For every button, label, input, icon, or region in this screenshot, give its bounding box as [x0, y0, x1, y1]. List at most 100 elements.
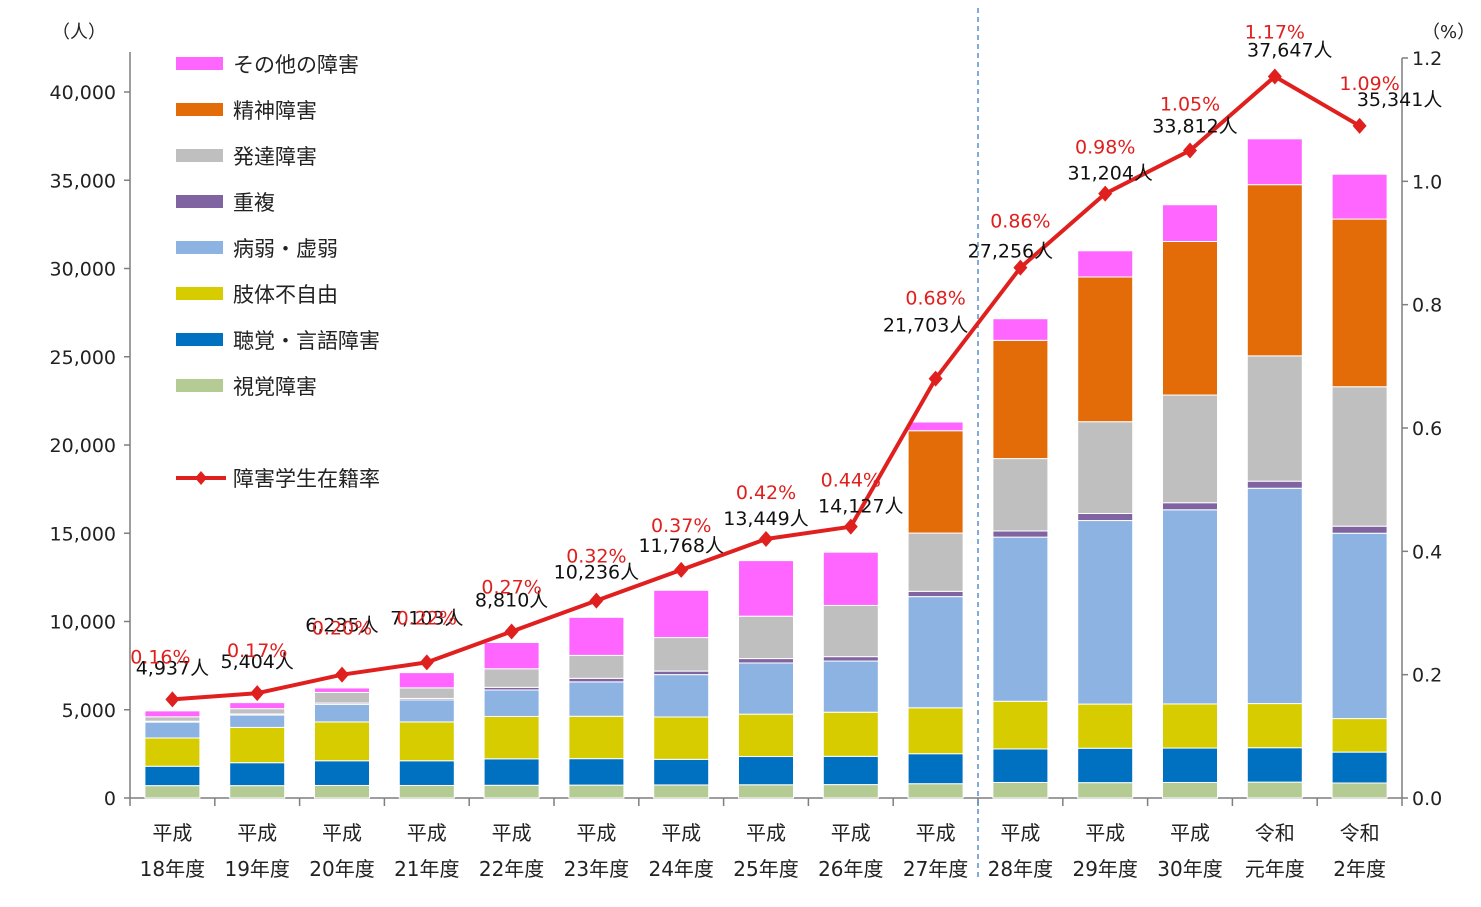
legend-label: 聴覚・言語障害	[233, 329, 380, 353]
line-point-marker	[589, 592, 604, 609]
category-label-year: 22年度	[479, 857, 544, 881]
bar-total-label: 35,341人	[1357, 89, 1442, 111]
bar-total-label: 5,404人	[220, 651, 293, 673]
category-label-era: 平成	[322, 821, 362, 845]
category-label-era: 平成	[1170, 821, 1210, 845]
bar-segment	[738, 756, 794, 786]
bar-segment	[1077, 747, 1134, 784]
legend-label: 発達障害	[233, 145, 317, 169]
bar-segment	[738, 713, 794, 758]
line-point-marker	[419, 654, 434, 671]
y2-unit-label: （%）	[1422, 22, 1475, 43]
bar-segment	[568, 677, 625, 683]
bar-segment	[1331, 532, 1388, 720]
category-label-era: 平成	[237, 821, 277, 845]
bar-segment	[1077, 276, 1134, 423]
bar-segment	[992, 318, 1049, 341]
bar-segment	[1331, 525, 1388, 534]
category-label-year: 19年度	[224, 857, 289, 881]
bar-segment	[992, 458, 1049, 532]
bar-segment	[314, 760, 370, 786]
category-label-era: 平成	[1085, 821, 1125, 845]
bar-segment	[1246, 355, 1303, 482]
bar-segment	[653, 758, 710, 786]
bar-segment	[992, 781, 1049, 799]
category-label-year: 18年度	[140, 857, 205, 881]
bar-segment	[822, 551, 879, 606]
bar-segment	[1162, 204, 1218, 242]
line-point-marker	[843, 518, 858, 535]
bar-segment	[907, 707, 964, 755]
line-point-marker	[674, 561, 689, 578]
bar-segment	[653, 637, 710, 672]
rate-data-label: 0.42%	[736, 482, 796, 504]
legend-label: 視覚障害	[233, 375, 317, 399]
bar-segment	[229, 785, 286, 799]
bar-segment	[907, 590, 964, 598]
bar-segment	[1246, 480, 1303, 489]
line-point-marker	[335, 666, 349, 683]
legend-swatch	[176, 241, 223, 254]
left-tick-label: 15,000	[50, 523, 116, 545]
right-tick-label: 1.2	[1412, 48, 1442, 70]
rate-data-label: 1.05%	[1160, 94, 1220, 116]
category-label-era: 平成	[576, 821, 616, 845]
bar-segment	[907, 421, 964, 432]
line-point-marker	[1013, 259, 1028, 276]
right-tick-label: 0.8	[1412, 295, 1442, 317]
y-unit-label: （人）	[52, 22, 106, 43]
rate-data-label: 0.98%	[1075, 137, 1135, 159]
category-label-year: 29年度	[1072, 857, 1137, 881]
category-label-year: 23年度	[564, 857, 629, 881]
legend-line-marker	[195, 471, 207, 485]
category-label-year: 24年度	[648, 857, 713, 881]
bar-segment	[398, 699, 455, 723]
bar-segment	[483, 784, 540, 799]
bar-total-label: 10,236人	[554, 562, 639, 584]
bar-segment	[398, 721, 455, 762]
bar-segment	[1246, 184, 1303, 357]
bar-segment	[992, 536, 1049, 702]
bar-total-label: 14,127人	[818, 496, 903, 518]
bar-segment	[1246, 747, 1303, 783]
bar-total-label: 37,647人	[1247, 40, 1332, 62]
bar-segment	[483, 642, 540, 670]
rate-data-label: 0.20%	[312, 618, 372, 640]
bar-segment	[1246, 703, 1303, 749]
line-point-marker	[250, 685, 265, 702]
bar-segment	[568, 681, 625, 717]
bar-segment	[822, 784, 879, 799]
bar-segment	[314, 784, 370, 799]
rate-data-label: 0.37%	[651, 515, 711, 537]
category-label-year: 元年度	[1245, 857, 1305, 881]
line-point-marker	[928, 370, 943, 387]
legend-swatch	[176, 149, 223, 162]
bar-segment	[992, 530, 1049, 538]
legend-swatch	[176, 57, 223, 70]
bar-segment	[1331, 751, 1388, 784]
line-point-marker	[1267, 68, 1282, 85]
legend-swatch	[176, 333, 223, 346]
category-label-year: 2年度	[1333, 857, 1386, 881]
line-point-marker	[759, 531, 773, 547]
bar-segment	[907, 532, 964, 592]
bar-segment	[653, 716, 710, 760]
bar-segment	[483, 758, 540, 786]
bar-segment	[1162, 509, 1218, 705]
bar-segment	[1077, 421, 1134, 514]
rate-data-label: 0.27%	[481, 577, 541, 599]
bar-segment	[1162, 394, 1218, 504]
right-tick-label: 1.0	[1412, 171, 1442, 193]
rate-data-label: 0.17%	[227, 640, 287, 662]
line-point-marker	[1098, 185, 1113, 202]
bar-segment	[738, 560, 794, 617]
rate-data-label: 0.32%	[566, 546, 626, 568]
bar-total-label: 33,812人	[1152, 116, 1237, 138]
bar-segment	[1331, 782, 1388, 799]
legend-label: 病弱・虚弱	[233, 237, 338, 261]
legend-swatch	[176, 103, 223, 116]
category-label-year: 21年度	[394, 857, 459, 881]
bar-segment	[314, 703, 370, 723]
bar-total-label: 27,256人	[968, 241, 1053, 263]
